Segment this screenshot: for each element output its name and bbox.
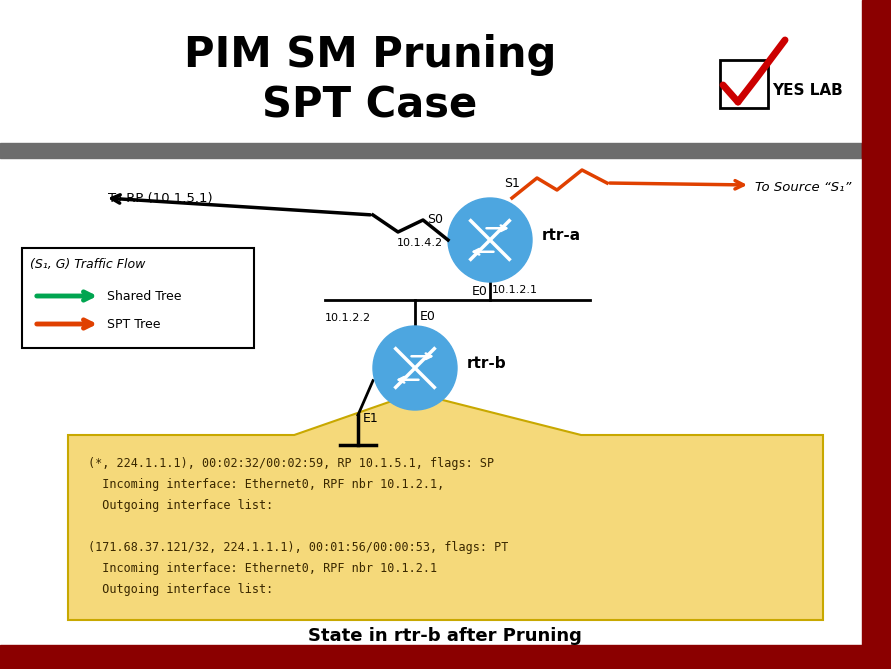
Text: Incoming interface: Ethernet0, RPF nbr 10.1.2.1: Incoming interface: Ethernet0, RPF nbr 1… bbox=[88, 562, 437, 575]
Text: Incoming interface: Ethernet0, RPF nbr 10.1.2.1,: Incoming interface: Ethernet0, RPF nbr 1… bbox=[88, 478, 445, 491]
Text: E1: E1 bbox=[363, 412, 378, 425]
Text: 10.1.2.2: 10.1.2.2 bbox=[325, 313, 371, 323]
Bar bbox=[720, 60, 768, 108]
Bar bbox=[0, 645, 891, 669]
Text: To RP (10.1.5.1): To RP (10.1.5.1) bbox=[108, 191, 213, 205]
Text: To Source “S₁”: To Source “S₁” bbox=[755, 181, 852, 193]
Bar bbox=[22, 248, 254, 348]
Text: Outgoing interface list:: Outgoing interface list: bbox=[88, 583, 274, 596]
Text: 10.1.4.2: 10.1.4.2 bbox=[396, 238, 443, 248]
Polygon shape bbox=[68, 393, 823, 620]
Bar bbox=[0, 143, 862, 158]
Circle shape bbox=[373, 326, 457, 410]
Text: (171.68.37.121/32, 224.1.1.1), 00:01:56/00:00:53, flags: PT: (171.68.37.121/32, 224.1.1.1), 00:01:56/… bbox=[88, 541, 509, 554]
Bar bbox=[862, 0, 891, 669]
Text: (S₁, G) Traffic Flow: (S₁, G) Traffic Flow bbox=[30, 258, 145, 271]
Text: YES LAB: YES LAB bbox=[772, 82, 843, 98]
Text: Outgoing interface list:: Outgoing interface list: bbox=[88, 499, 274, 512]
Text: (*, 224.1.1.1), 00:02:32/00:02:59, RP 10.1.5.1, flags: SP: (*, 224.1.1.1), 00:02:32/00:02:59, RP 10… bbox=[88, 457, 495, 470]
Text: SPT Case: SPT Case bbox=[262, 84, 478, 126]
Text: S0: S0 bbox=[427, 213, 443, 226]
Bar bbox=[862, 143, 891, 158]
Text: 10.1.2.1: 10.1.2.1 bbox=[492, 285, 538, 295]
Text: PIM SM Pruning: PIM SM Pruning bbox=[184, 34, 556, 76]
Text: SPT Tree: SPT Tree bbox=[107, 318, 160, 330]
Text: rtr-b: rtr-b bbox=[467, 355, 507, 371]
Text: rtr-a: rtr-a bbox=[542, 227, 581, 242]
Text: E0: E0 bbox=[420, 310, 436, 323]
Text: State in rtr-b after Pruning: State in rtr-b after Pruning bbox=[308, 627, 582, 645]
Text: Shared Tree: Shared Tree bbox=[107, 290, 182, 302]
Text: E0: E0 bbox=[472, 285, 488, 298]
Circle shape bbox=[448, 198, 532, 282]
Text: S1: S1 bbox=[504, 177, 520, 190]
